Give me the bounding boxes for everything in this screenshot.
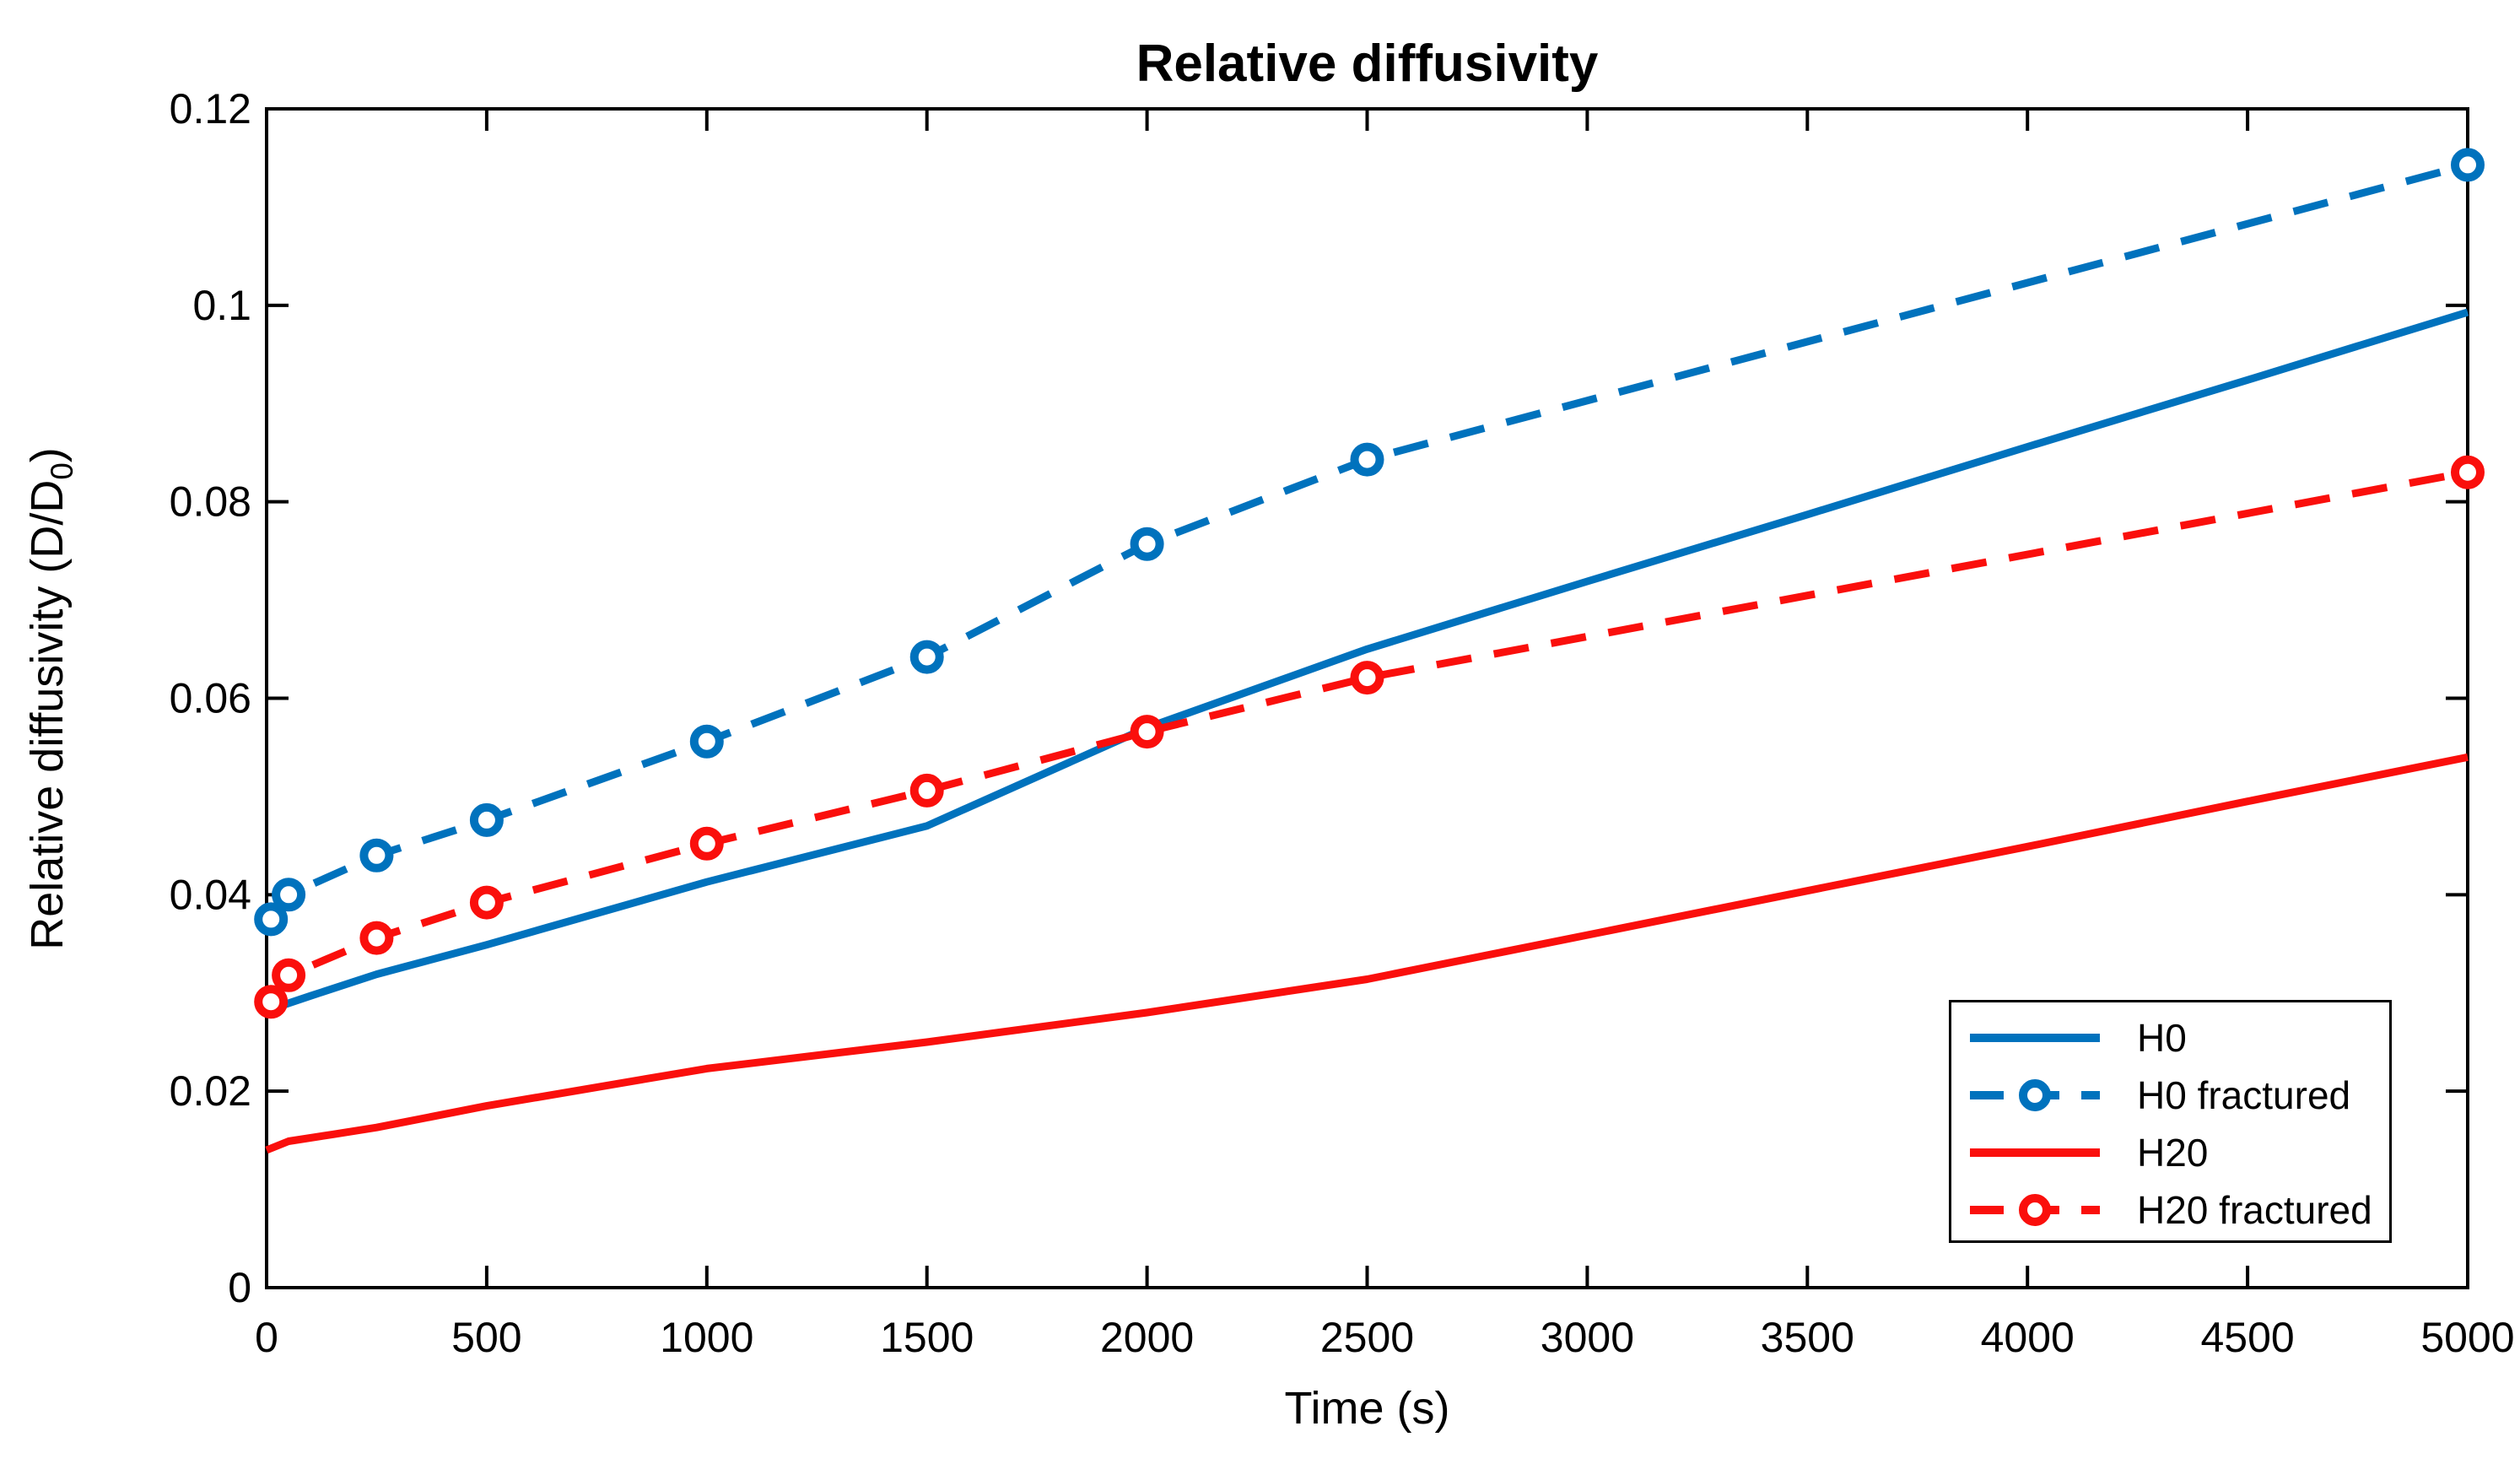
legend-label: H20 [2137, 1131, 2209, 1175]
data-marker-h20-fractured [469, 885, 504, 920]
y-axis-label: Relative diffusivity (D/D0) [21, 319, 79, 1078]
series-line-h0-fractured [267, 161, 2469, 922]
legend-entry-h0: H0 [1951, 1009, 2389, 1067]
legend-entry-h20: H20 [1951, 1124, 2389, 1181]
y-tick-label: 0.04 [170, 871, 251, 918]
x-tick-label: 1500 [880, 1314, 974, 1361]
series-line-h20 [265, 753, 2469, 1154]
legend-sample-line [1970, 1079, 2100, 1111]
y-axis-label-close: ) [22, 447, 73, 463]
y-tick-label: 0.1 [192, 282, 251, 329]
x-axis-label: Time (s) [1284, 1383, 1450, 1434]
x-tick-label: 5000 [2420, 1314, 2514, 1361]
series-line-h20-fractured [267, 468, 2469, 1004]
x-tick-label: 4500 [2200, 1314, 2294, 1361]
legend-label: H0 [2137, 1016, 2187, 1060]
y-tick-label: 0.06 [170, 675, 251, 722]
legend: H0 H0 fractured H20 H20 fractured [1949, 1000, 2392, 1243]
data-marker-h20-fractured [1350, 661, 1384, 695]
y-tick-label: 0.02 [170, 1067, 251, 1115]
data-marker-h0-fractured [1130, 527, 1164, 561]
data-marker-h20-fractured [909, 773, 944, 808]
y-axis-label-subscript: 0 [44, 462, 79, 480]
data-marker-h20-fractured [689, 826, 724, 861]
legend-entry-h0-fractured: H0 fractured [1951, 1067, 2389, 1124]
x-tick-label: 2000 [1100, 1314, 1194, 1361]
data-marker-h20-fractured [254, 985, 289, 1019]
legend-sample-line [1970, 1148, 2100, 1157]
data-marker-h0-fractured [272, 878, 306, 912]
y-tick-label: 0.12 [170, 85, 251, 132]
x-tick-label: 2500 [1320, 1314, 1414, 1361]
legend-marker-circle [2019, 1194, 2051, 1226]
data-marker-h20-fractured [272, 958, 306, 992]
data-marker-h20-fractured [2451, 455, 2485, 489]
x-tick-label: 3000 [1541, 1314, 1634, 1361]
legend-sample-line [1970, 1194, 2100, 1226]
x-tick-label: 500 [451, 1314, 521, 1361]
chart-title: Relative diffusivity [1136, 35, 1599, 93]
data-marker-h0-fractured [689, 724, 724, 759]
legend-label: H20 fractured [2137, 1188, 2372, 1232]
data-marker-h0-fractured [359, 838, 394, 872]
data-marker-h0-fractured [1350, 442, 1384, 477]
data-marker-h0-fractured [909, 640, 944, 674]
x-tick-label: 1000 [660, 1314, 753, 1361]
data-marker-h0-fractured [254, 902, 289, 937]
x-tick-label: 3500 [1761, 1314, 1854, 1361]
data-marker-h0-fractured [469, 802, 504, 837]
legend-label: H0 fractured [2137, 1073, 2351, 1117]
x-tick-label: 4000 [1981, 1314, 2075, 1361]
legend-sample-line [1970, 1034, 2100, 1042]
data-marker-h20-fractured [1130, 715, 1164, 749]
y-tick-label: 0 [228, 1264, 251, 1311]
legend-entry-h20-fractured: H20 fractured [1951, 1181, 2389, 1239]
x-tick-label: 0 [255, 1314, 278, 1361]
data-marker-h20-fractured [359, 921, 394, 955]
y-tick-label: 0.08 [170, 478, 251, 526]
y-axis-label-text: Relative diffusivity (D/D [22, 479, 73, 950]
legend-marker-circle [2019, 1079, 2051, 1111]
data-marker-h0-fractured [2451, 148, 2485, 182]
